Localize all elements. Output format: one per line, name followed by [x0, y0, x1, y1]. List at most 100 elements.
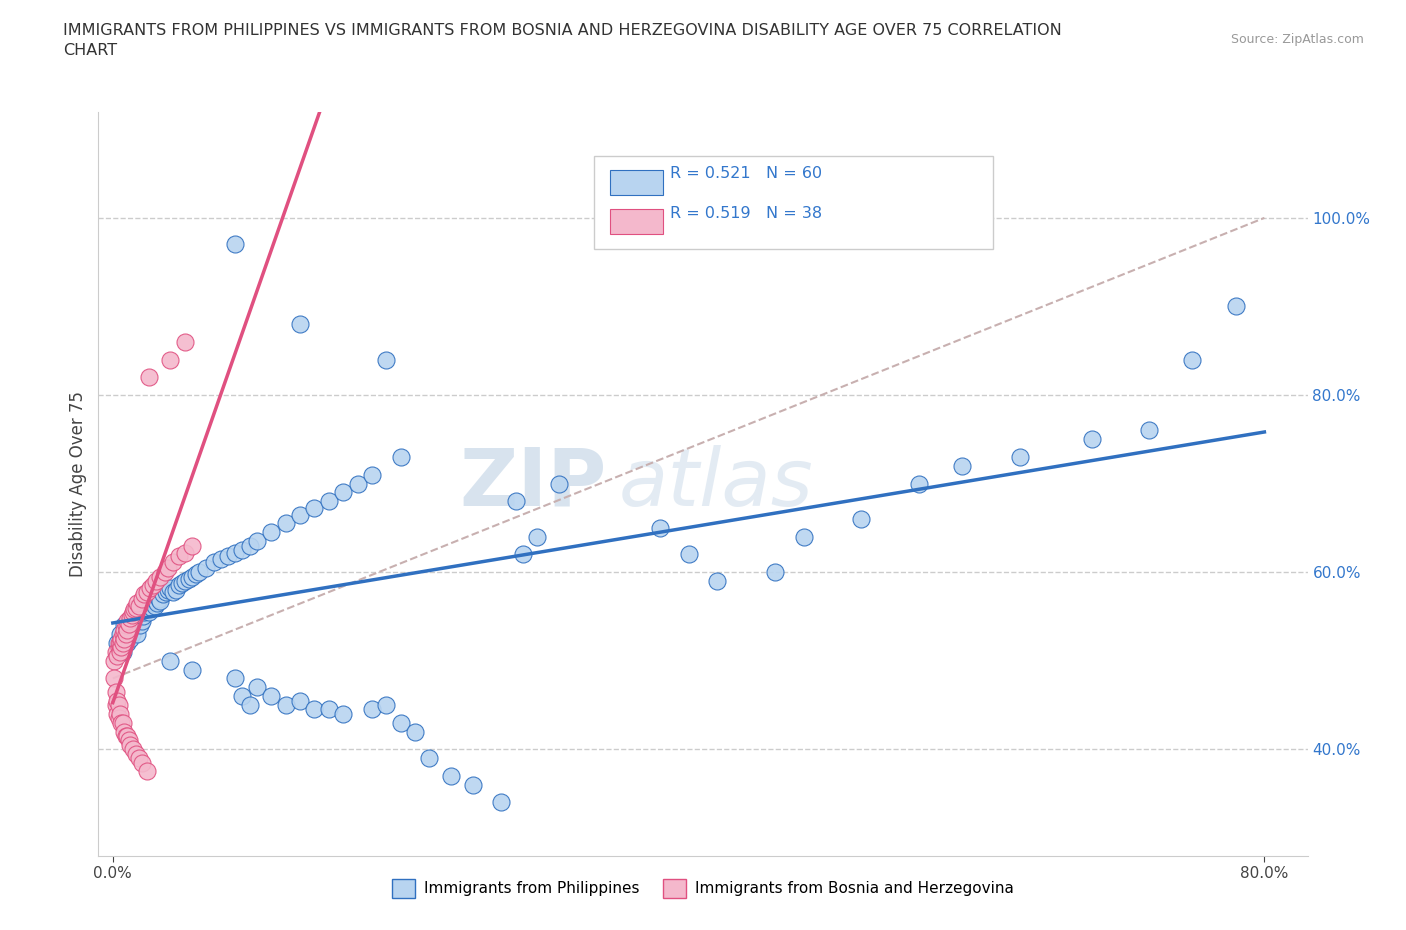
Legend: Immigrants from Philippines, Immigrants from Bosnia and Herzegovina: Immigrants from Philippines, Immigrants … [387, 873, 1019, 904]
Point [125, 609, 148, 624]
Point [181, 662, 204, 677]
Point [162, 584, 184, 599]
Point [105, 635, 128, 650]
Point [461, 777, 484, 792]
Point [121, 607, 143, 622]
Point [1080, 432, 1102, 446]
Point [134, 604, 156, 619]
Point [389, 449, 412, 464]
Point [139, 580, 162, 595]
Point [404, 724, 426, 739]
Point [159, 352, 181, 367]
Point [118, 733, 141, 748]
Point [111, 635, 134, 650]
Point [110, 640, 132, 655]
Point [246, 680, 269, 695]
Point [224, 545, 246, 560]
Point [108, 635, 131, 650]
Point [159, 653, 181, 668]
Point [152, 587, 174, 602]
Point [231, 542, 253, 557]
Point [128, 614, 150, 629]
Point [188, 565, 211, 579]
Point [512, 547, 534, 562]
Point [288, 507, 311, 522]
Point [111, 644, 134, 659]
Point [165, 582, 187, 597]
Point [132, 609, 155, 624]
Point [332, 707, 354, 722]
Point [122, 742, 145, 757]
Point [136, 764, 159, 779]
Point [108, 707, 131, 722]
Point [128, 598, 150, 613]
Point [389, 715, 412, 730]
Point [125, 746, 148, 761]
Point [239, 698, 262, 712]
Point [155, 584, 177, 599]
Point [120, 631, 142, 646]
Point [108, 644, 131, 659]
Point [505, 494, 527, 509]
Point [145, 593, 167, 608]
Point [145, 574, 167, 589]
Point [104, 684, 127, 699]
Point [107, 640, 129, 655]
Point [131, 614, 153, 629]
Point [173, 335, 195, 350]
Point [115, 635, 138, 650]
Point [181, 569, 204, 584]
Point [136, 600, 159, 615]
Point [793, 529, 815, 544]
Point [217, 549, 239, 564]
Point [104, 644, 127, 659]
Point [167, 549, 190, 564]
Point [114, 618, 136, 632]
Y-axis label: Disability Age Over 75: Disability Age Over 75 [69, 391, 87, 577]
Point [112, 618, 135, 632]
Point [105, 707, 128, 722]
Point [138, 604, 160, 619]
Point [148, 591, 170, 606]
Point [224, 237, 246, 252]
Text: R = 0.521   N = 60: R = 0.521 N = 60 [671, 166, 823, 180]
Point [139, 598, 162, 613]
Point [142, 596, 165, 611]
Point [156, 560, 179, 575]
Point [491, 795, 513, 810]
Point [1008, 449, 1031, 464]
Point [186, 566, 208, 581]
Point [224, 671, 246, 686]
Text: atlas: atlas [619, 445, 813, 523]
Point [908, 476, 931, 491]
Point [239, 538, 262, 553]
Point [318, 494, 340, 509]
FancyBboxPatch shape [610, 169, 664, 195]
Point [149, 569, 172, 584]
Point [141, 600, 163, 615]
Point [111, 627, 134, 642]
Point [361, 702, 384, 717]
Point [181, 538, 204, 553]
Point [118, 616, 141, 631]
Point [950, 458, 973, 473]
Point [112, 631, 135, 646]
Point [167, 578, 190, 593]
Point [648, 521, 671, 536]
Point [124, 602, 146, 617]
Point [115, 728, 138, 743]
Point [209, 551, 232, 566]
Point [112, 631, 135, 646]
Point [146, 596, 169, 611]
Point [706, 574, 728, 589]
Point [548, 476, 571, 491]
Point [115, 614, 138, 629]
Point [260, 689, 283, 704]
Point [121, 627, 143, 642]
Text: R = 0.519   N = 38: R = 0.519 N = 38 [671, 206, 823, 221]
Point [304, 702, 326, 717]
Point [274, 698, 297, 712]
Point [202, 554, 225, 569]
Point [110, 715, 132, 730]
Point [129, 618, 152, 632]
